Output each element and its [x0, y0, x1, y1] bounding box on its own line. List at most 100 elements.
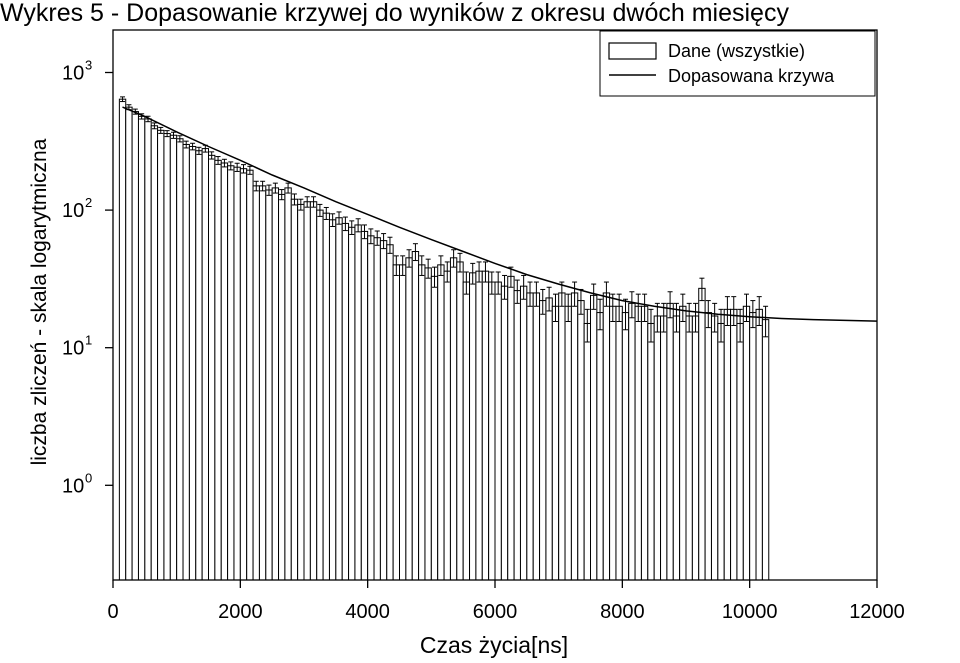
- histogram-bar: [666, 302, 674, 581]
- histogram-bar: [220, 162, 229, 581]
- histogram-bar: [392, 264, 400, 581]
- histogram-bar: [169, 134, 178, 581]
- histogram-bar: [462, 281, 471, 581]
- histogram-bar: [125, 106, 133, 581]
- histogram-bar: [602, 292, 611, 581]
- histogram-bar: [137, 115, 146, 581]
- histogram-bar: [379, 240, 388, 581]
- histogram-bar: [609, 305, 617, 581]
- histogram-bar: [564, 305, 572, 581]
- histogram-bar: [755, 308, 763, 581]
- histogram-bar: [475, 270, 483, 581]
- histogram-bar: [348, 226, 356, 581]
- histogram-bar: [265, 189, 273, 581]
- histogram-bar: [303, 201, 311, 581]
- histogram-bar: [252, 185, 260, 581]
- chart-title: Wykres 5 - Dopasowanie krzywej do wynikó…: [0, 0, 789, 27]
- legend-bar-swatch: [608, 42, 657, 60]
- histogram-bar: [653, 315, 662, 581]
- histogram-bar: [341, 222, 350, 581]
- histogram-bar: [201, 148, 209, 581]
- y-tick-label: 10: [62, 63, 84, 85]
- histogram-bar: [258, 185, 267, 581]
- histogram-bar: [271, 187, 280, 581]
- histogram-bar: [698, 287, 706, 581]
- histogram-bar: [309, 201, 318, 581]
- histogram-bar: [208, 154, 216, 581]
- y-tick-exponent: 0: [85, 470, 92, 485]
- histogram-bar: [163, 133, 171, 581]
- x-tick-label: 8000: [600, 601, 645, 623]
- x-axis-label: Czas życia[ns]: [419, 632, 569, 658]
- legend: Dane (wszystkie) Dopasowana krzywa: [599, 30, 876, 97]
- histogram-bar: [290, 198, 299, 581]
- histogram-bar: [679, 305, 687, 581]
- histogram-bar: [443, 270, 451, 581]
- histogram-bar: [640, 305, 649, 581]
- histogram-bar: [449, 257, 458, 581]
- histogram-bar: [710, 315, 719, 581]
- x-tick-label: 4000: [345, 601, 390, 623]
- histogram-bar: [570, 292, 579, 581]
- histogram-bar: [405, 257, 413, 581]
- histogram-bar: [456, 261, 464, 581]
- histogram-bar: [526, 292, 534, 581]
- histogram-bar: [322, 212, 330, 581]
- histogram-bar: [131, 111, 139, 581]
- histogram-bar: [513, 290, 521, 581]
- x-tick-label: 10000: [722, 601, 778, 623]
- histogram-bar: [507, 275, 515, 581]
- histogram-bar: [660, 315, 668, 581]
- y-tick-label: 10: [62, 338, 84, 360]
- histogram-bar: [590, 294, 598, 581]
- histogram-bar: [488, 281, 496, 581]
- y-tick-exponent: 1: [85, 333, 92, 348]
- histogram-bar: [519, 285, 528, 581]
- histogram-bar: [297, 203, 305, 581]
- histogram-bar: [360, 230, 369, 581]
- error-bars-layer: [120, 96, 769, 343]
- histogram-bar: [418, 264, 426, 581]
- histogram-bar: [634, 305, 642, 581]
- histogram-bar: [672, 315, 681, 581]
- histogram-bar: [717, 322, 725, 581]
- histogram-bar: [437, 264, 445, 581]
- histogram-bar: [386, 244, 394, 581]
- histogram-bar: [500, 285, 509, 581]
- histogram-bar: [239, 168, 248, 581]
- histogram-bar: [532, 292, 541, 581]
- histogram-bar: [704, 312, 712, 581]
- histogram-bar: [176, 138, 184, 581]
- histogram-bar: [144, 118, 152, 581]
- histogram-bar: [246, 169, 254, 581]
- histogram-bar: [411, 251, 420, 581]
- histogram-bar: [469, 272, 477, 581]
- histogram-bar: [742, 305, 751, 581]
- histogram-bar: [373, 237, 381, 581]
- legend-box: [599, 30, 876, 97]
- legend-label-data: Dane (wszystkie): [668, 41, 805, 61]
- y-tick-label: 10: [62, 475, 84, 497]
- histogram-bar: [188, 145, 197, 581]
- histogram-bar: [182, 143, 190, 581]
- histogram-bar: [621, 312, 630, 581]
- histogram-bar: [354, 224, 362, 581]
- histogram-bar: [596, 312, 604, 581]
- x-tick-label: 6000: [473, 601, 518, 623]
- y-tick-exponent: 3: [85, 58, 92, 73]
- histogram-bar: [328, 219, 337, 581]
- histogram-bar: [284, 187, 292, 581]
- histogram-bar: [577, 300, 585, 581]
- histogram-bar: [539, 300, 547, 581]
- histogram-bar: [615, 305, 623, 581]
- histogram-bar: [233, 166, 241, 581]
- histogram-bar: [399, 264, 407, 581]
- histogram-bar: [195, 150, 203, 581]
- histogram-bar: [424, 267, 432, 581]
- bars-layer: [118, 98, 770, 581]
- x-tick-label: 0: [107, 601, 118, 623]
- histogram-bar: [335, 217, 343, 581]
- histogram-bar: [150, 125, 159, 581]
